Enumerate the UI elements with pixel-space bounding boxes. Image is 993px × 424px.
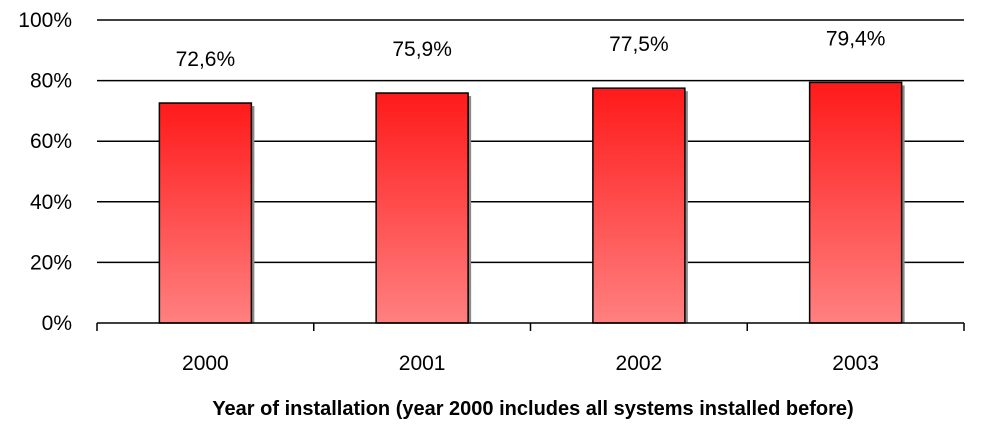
x-tick-label-2000: 2000 xyxy=(182,352,229,375)
y-tick-label-100: 100% xyxy=(18,9,72,32)
y-tick-label-0: 0% xyxy=(42,312,72,335)
data-labels: 72,6% 75,9% 77,5% 79,4% xyxy=(176,27,886,71)
y-tick-label-20: 20% xyxy=(30,251,72,274)
bar-2003 xyxy=(808,81,903,324)
data-label-2000: 72,6% xyxy=(176,48,236,71)
data-label-2002: 77,5% xyxy=(609,33,669,56)
bar-2001 xyxy=(375,92,469,324)
x-tick-label-2003: 2003 xyxy=(832,352,879,375)
x-tick-label-2002: 2002 xyxy=(616,352,663,375)
y-axis-tick-labels: 0% 20% 40% 60% 80% 100% xyxy=(18,9,72,335)
x-axis-tick-labels: 2000 2001 2002 2003 xyxy=(182,352,879,375)
y-tick-label-60: 60% xyxy=(30,130,72,153)
x-axis-title: Year of installation (year 2000 includes… xyxy=(212,398,853,420)
data-label-2001: 75,9% xyxy=(392,38,452,61)
y-tick-label-80: 80% xyxy=(30,70,72,93)
data-label-2003: 79,4% xyxy=(826,27,886,50)
x-axis xyxy=(96,322,965,331)
x-tick-label-2001: 2001 xyxy=(399,352,446,375)
bars xyxy=(158,81,905,324)
y-tick-label-40: 40% xyxy=(30,191,72,214)
bar-2002 xyxy=(592,87,686,324)
bar-2000 xyxy=(158,102,253,324)
